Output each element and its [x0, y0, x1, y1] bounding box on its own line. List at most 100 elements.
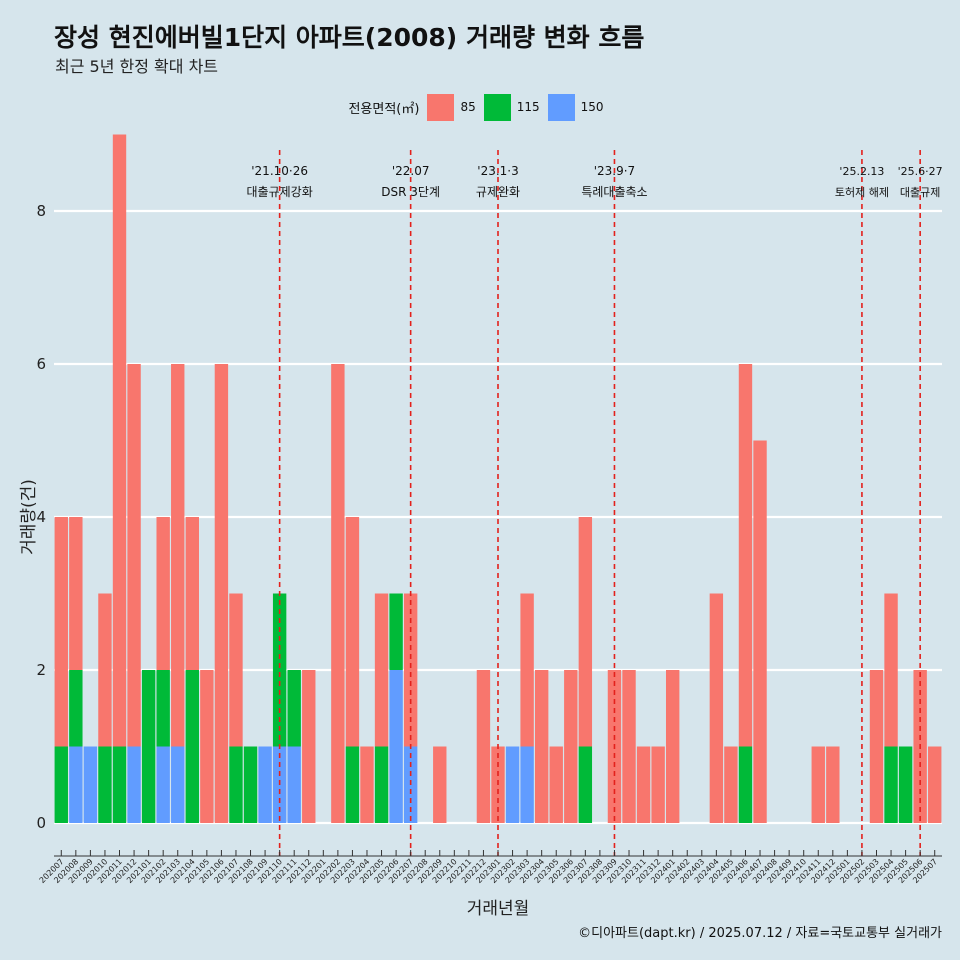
bar-202302-150: [505, 746, 520, 823]
event-date-202506: '25.6·27: [898, 165, 943, 178]
event-label-202309: 특례대출축소: [581, 185, 647, 199]
bar-202203-115: [345, 746, 360, 823]
bar-202411-85: [811, 746, 825, 823]
bar-202011-85: [112, 134, 127, 747]
bar-202103-150: [171, 746, 185, 823]
bar-202008-115: [69, 670, 83, 747]
bar-202312-85: [651, 746, 665, 823]
bar-202303-150: [520, 746, 534, 823]
y-tick-label-6: 6: [36, 355, 46, 373]
bar-202102-85: [156, 517, 170, 670]
bar-202012-85: [127, 364, 141, 747]
event-label-202502: 토허제 해제: [835, 185, 889, 199]
event-date-202110: '21.10·26: [251, 164, 308, 178]
legend-item-115: 115: [483, 93, 540, 121]
bar-202503-85: [869, 670, 884, 823]
bar-202305-85: [549, 746, 563, 823]
y-tick-label-8: 8: [36, 202, 46, 220]
x-axis: 2020072020082020092020102020112020122021…: [38, 850, 942, 885]
bar-202109-150: [258, 746, 272, 823]
event-lines: [278, 150, 921, 856]
bar-202406-115: [738, 746, 753, 823]
bar-202110-115: [272, 593, 287, 747]
bar-202405-85: [724, 746, 738, 823]
bar-202205-85: [374, 593, 389, 747]
bar-202207-85: [403, 593, 418, 747]
bar-202204-85: [360, 746, 374, 823]
legend-label-85: 85: [460, 100, 476, 114]
bar-202008-85: [69, 517, 83, 670]
legend-swatch-115: [483, 93, 511, 121]
bar-202507-85: [928, 746, 942, 823]
legend-label-115: 115: [516, 100, 540, 114]
bar-202101-115: [141, 670, 156, 823]
event-label-202301: 규제완화: [476, 185, 520, 199]
bar-202102-115: [156, 670, 170, 747]
bar-202212-85: [476, 670, 491, 823]
legend: 전용면적(㎡) 85 115 150: [0, 92, 960, 122]
bar-202205-115: [374, 746, 389, 823]
bar-202504-115: [884, 746, 898, 823]
legend-title: 전용면적(㎡): [348, 101, 420, 117]
bar-202206-150: [389, 670, 403, 823]
legend-item-150: 150: [547, 93, 604, 121]
bar-202407-85: [753, 440, 767, 823]
bar-202108-115: [243, 746, 258, 823]
bar-202401-85: [665, 670, 680, 823]
legend-swatch-85: [427, 93, 455, 121]
bar-202307-115: [578, 746, 593, 823]
event-label-202506: 대출규제: [900, 186, 940, 199]
bar-202505-115: [898, 746, 913, 823]
y-tick-label-2: 2: [36, 661, 46, 679]
bar-202107-85: [229, 593, 243, 747]
y-tick-label-0: 0: [36, 814, 46, 832]
event-date-202309: '23.9·7: [594, 164, 635, 178]
bar-202404-85: [709, 593, 724, 823]
bar-202008-150: [69, 746, 83, 823]
event-date-202502: '25.2.13: [839, 165, 884, 178]
bar-202112-85: [302, 670, 316, 823]
bar-202412-85: [826, 746, 840, 823]
bar-202206-115: [389, 593, 403, 670]
bar-202010-115: [98, 746, 112, 823]
bar-202007-115: [54, 746, 68, 823]
event-date-202301: '23.1·3: [477, 164, 518, 178]
chart-subtitle: 최근 5년 한정 확대 차트: [55, 57, 219, 76]
bar-202310-85: [622, 670, 636, 823]
bar-202303-85: [520, 593, 534, 747]
bar-202107-115: [229, 746, 243, 823]
bar-202011-115: [112, 746, 127, 823]
x-axis-title: 거래년월: [467, 899, 530, 919]
y-tick-label-4: 4: [36, 508, 46, 526]
bar-202010-85: [98, 593, 112, 747]
chart-title: 장성 현진에버빌1단지 아파트(2008) 거래량 변화 흐름: [54, 23, 645, 52]
bar-202106-85: [214, 364, 229, 823]
event-date-202207: '22.07: [392, 164, 430, 178]
bar-202111-115: [287, 670, 301, 747]
y-axis: 0 2 4 6 8: [36, 202, 46, 832]
bar-202009-150: [83, 746, 98, 823]
bar-202104-85: [185, 517, 199, 670]
y-axis-title: 거래량(건): [19, 479, 39, 555]
bar-202203-85: [345, 517, 360, 747]
bar-202104-115: [185, 670, 199, 823]
legend-swatch-150: [547, 93, 575, 121]
bar-202007-85: [54, 517, 68, 747]
legend-item-85: 85: [427, 93, 476, 121]
bar-202012-150: [127, 746, 141, 823]
bar-202304-85: [534, 670, 549, 823]
bar-202406-85: [738, 364, 753, 747]
bar-202102-150: [156, 746, 170, 823]
bar-202103-85: [171, 364, 185, 747]
bar-202306-85: [564, 670, 578, 823]
bar-202504-85: [884, 593, 898, 747]
event-label-202207: DSR 3단계: [381, 185, 440, 199]
bar-202111-150: [287, 746, 301, 823]
bars: [54, 134, 942, 823]
bar-202307-85: [578, 517, 593, 747]
event-label-202110: 대출규제강화: [247, 185, 313, 199]
bar-202311-85: [636, 746, 651, 823]
bar-202202-85: [331, 364, 345, 823]
bar-202209-85: [433, 746, 447, 823]
